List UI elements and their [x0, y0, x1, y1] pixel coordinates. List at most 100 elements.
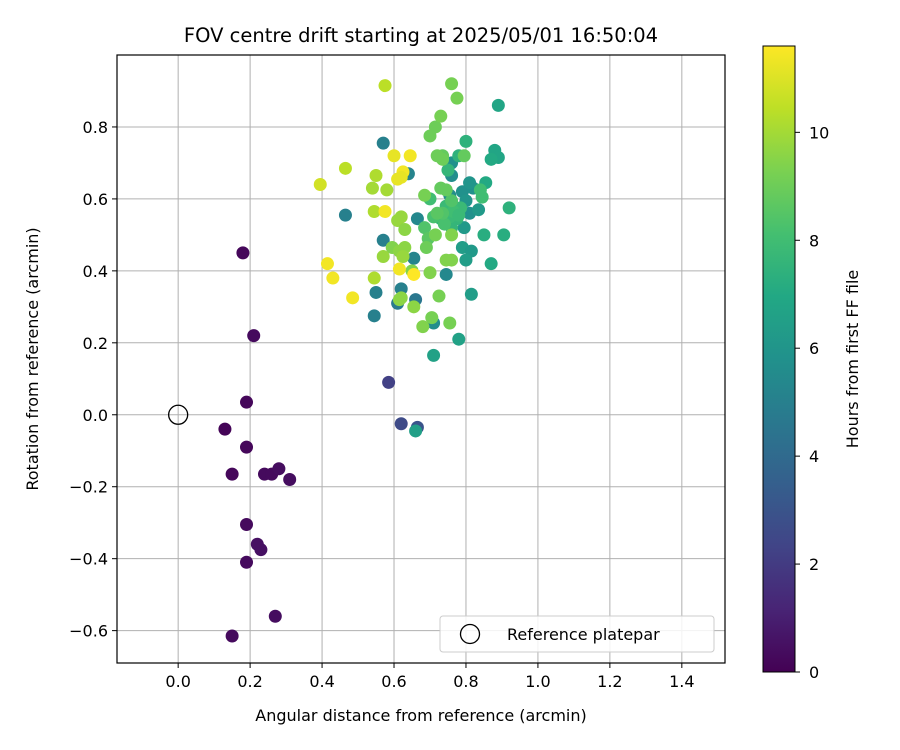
data-point	[346, 291, 360, 305]
data-point	[382, 375, 396, 389]
data-point	[398, 222, 412, 236]
data-point	[387, 149, 401, 163]
data-point	[419, 240, 433, 254]
colorbar: 0 2 4 6 8 10 Hours from first FF file	[762, 45, 862, 682]
data-point	[472, 203, 486, 217]
data-point	[452, 208, 466, 222]
data-point	[443, 316, 457, 330]
data-point	[407, 251, 421, 265]
y-axis-label: Rotation from reference (arcmin)	[23, 227, 42, 490]
data-point	[418, 221, 432, 235]
data-points	[218, 77, 516, 643]
data-point	[338, 161, 352, 175]
data-point	[326, 271, 340, 285]
data-point	[452, 332, 466, 346]
data-point	[236, 246, 250, 260]
data-point	[410, 212, 424, 226]
data-point	[484, 257, 498, 271]
data-point	[240, 440, 254, 454]
data-point	[392, 262, 406, 276]
data-point	[473, 183, 487, 197]
data-point	[445, 194, 459, 208]
data-point	[434, 181, 448, 195]
y-tick-label: 0.2	[83, 334, 108, 353]
data-point	[432, 289, 446, 303]
data-point	[445, 77, 459, 91]
x-tick-label: 1.2	[597, 672, 622, 691]
data-point	[464, 287, 478, 301]
data-point	[445, 253, 459, 267]
x-tick-label: 0.8	[453, 672, 478, 691]
data-point	[313, 178, 327, 192]
data-point	[376, 233, 390, 247]
data-point	[394, 210, 408, 224]
data-point	[394, 291, 408, 305]
data-point	[338, 208, 352, 222]
data-point	[491, 98, 505, 112]
y-axis-ticks: −0.6 −0.4 −0.2 0.0 0.2 0.4 0.6 0.8	[69, 118, 117, 641]
data-point	[459, 134, 473, 148]
data-point	[445, 228, 459, 242]
data-point	[477, 228, 491, 242]
y-tick-label: −0.6	[69, 622, 108, 641]
data-point	[463, 176, 477, 190]
data-point	[376, 249, 390, 263]
data-point	[376, 136, 390, 150]
data-point	[437, 217, 451, 231]
data-point	[254, 543, 268, 557]
data-point	[394, 170, 408, 184]
data-point	[428, 228, 442, 242]
y-tick-label: 0.0	[83, 406, 108, 425]
data-point	[367, 271, 381, 285]
data-point	[484, 152, 498, 166]
data-point	[240, 555, 254, 569]
data-point	[425, 311, 439, 325]
data-point	[240, 395, 254, 409]
legend-box	[439, 615, 715, 653]
legend: Reference platepar	[439, 615, 715, 653]
data-point	[396, 249, 410, 263]
data-point	[434, 109, 448, 123]
data-point	[407, 300, 421, 314]
reference-marker-group	[168, 404, 189, 425]
legend-marker	[459, 623, 481, 645]
data-point	[283, 473, 297, 487]
data-point	[428, 120, 442, 134]
y-tick-label: 0.6	[83, 190, 108, 209]
data-point	[378, 204, 392, 218]
data-point	[394, 282, 408, 296]
colorbar-tick-label: 0	[809, 663, 819, 682]
reference-marker	[168, 404, 189, 425]
colorbar-tick-label: 4	[809, 447, 819, 466]
x-tick-label: 1.4	[669, 672, 694, 691]
data-point	[441, 163, 455, 177]
data-point	[403, 149, 417, 163]
data-point	[268, 609, 282, 623]
data-point	[418, 188, 432, 202]
data-point	[430, 206, 444, 220]
data-point	[225, 467, 239, 481]
data-point	[394, 417, 408, 431]
data-point	[497, 228, 511, 242]
x-tick-label: 0.2	[237, 672, 262, 691]
data-point	[378, 79, 392, 93]
data-point	[272, 462, 286, 476]
data-point	[450, 91, 464, 105]
plot-frame	[116, 54, 726, 664]
data-point	[380, 183, 394, 197]
colorbar-tick-label: 8	[809, 231, 819, 250]
x-tick-label: 1.0	[525, 672, 550, 691]
data-point	[247, 329, 261, 343]
data-point	[409, 424, 423, 438]
colorbar-label: Hours from first FF file	[843, 270, 862, 449]
colorbar-tick-label: 2	[809, 555, 819, 574]
x-tick-label: 0.0	[165, 672, 190, 691]
colorbar-ticks: 0 2 4 6 8 10	[795, 123, 829, 682]
grid	[117, 55, 725, 663]
data-point	[416, 320, 430, 334]
y-tick-label: 0.4	[83, 262, 108, 281]
x-tick-label: 0.6	[381, 672, 406, 691]
data-point	[423, 266, 437, 280]
data-point	[430, 149, 444, 163]
